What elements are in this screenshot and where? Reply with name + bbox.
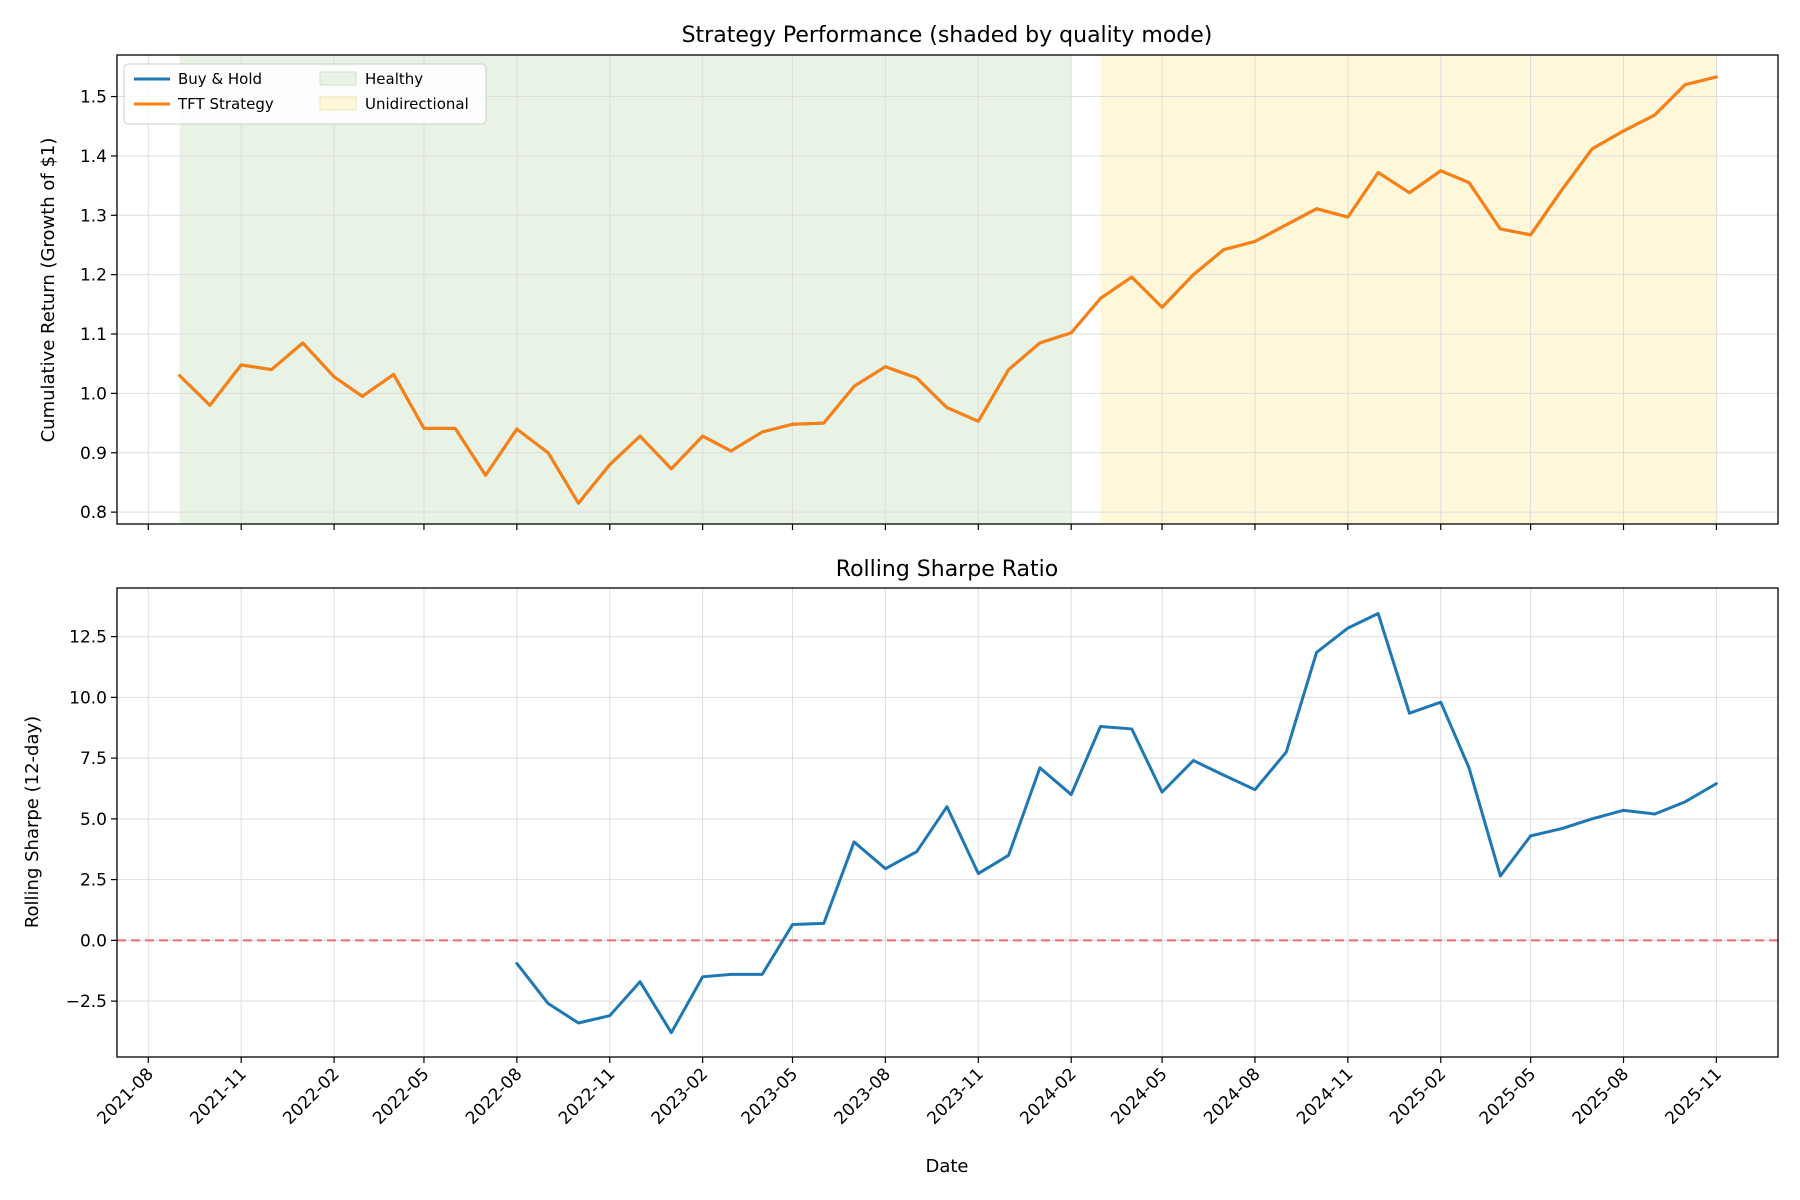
sharpe-y-tick-label: 12.5	[69, 628, 107, 648]
sharpe-lines	[515, 612, 1718, 1035]
sharpe-x-tick-label: 2024-05	[1107, 1064, 1171, 1128]
sharpe-x-tick-label: 2024-08	[1200, 1064, 1264, 1128]
sharpe-x-tick-label: 2025-11	[1662, 1064, 1726, 1128]
performance-grid	[117, 55, 1778, 524]
performance-chart: Strategy Performance (shaded by quality …	[38, 23, 1779, 530]
sharpe-x-tick-label: 2025-08	[1569, 1064, 1633, 1128]
sharpe-x-tick-label: 2025-05	[1476, 1064, 1540, 1128]
sharpe-x-tick-label: 2022-11	[555, 1064, 619, 1128]
legend-label-healthy: Healthy	[365, 70, 423, 88]
sharpe-grid	[117, 588, 1778, 1057]
sharpe-x-tick-label: 2023-11	[923, 1064, 987, 1128]
sharpe-chart-title: Rolling Sharpe Ratio	[836, 557, 1058, 582]
legend-swatch-healthy	[319, 71, 357, 86]
sharpe-y-axis-label: Rolling Sharpe (12-day)	[22, 716, 43, 928]
performance-plot-frame	[116, 54, 1779, 525]
sharpe-series-line	[515, 612, 1718, 1035]
sharpe-x-tick-label: 2023-08	[831, 1064, 895, 1128]
performance-y-ticks: 0.8 0.9 1.0 1.1 1.2 1.3 1.4 1.5	[80, 88, 117, 523]
sharpe-y-tick-label: 0.0	[80, 931, 107, 951]
performance-y-tick-label: 1.4	[80, 147, 107, 167]
sharpe-y-tick-label: 2.5	[80, 871, 107, 891]
sharpe-y-tick-label: 7.5	[80, 749, 107, 769]
legend-label-unidirectional: Unidirectional	[365, 95, 469, 113]
performance-y-tick-label: 1.5	[80, 88, 107, 108]
performance-lines	[178, 75, 1718, 505]
sharpe-x-tick-label: 2022-08	[462, 1064, 526, 1128]
performance-series-tft-strategy	[178, 75, 1718, 505]
performance-y-tick-label: 0.9	[80, 444, 107, 464]
sharpe-x-tick-label: 2023-02	[648, 1064, 712, 1128]
shade-healthy	[179, 55, 1072, 524]
performance-legend: Buy & Hold TFT Strategy Healthy Unidirec…	[123, 63, 487, 125]
performance-chart-title: Strategy Performance (shaded by quality …	[682, 23, 1213, 48]
performance-y-tick-label: 1.0	[80, 384, 107, 404]
sharpe-y-tick-label: 5.0	[80, 810, 107, 830]
quality-mode-shading	[179, 55, 1717, 524]
sharpe-y-ticks: −2.5 0.0 2.5 5.0 7.5 10.0 12.5	[66, 628, 117, 1012]
legend-label-tft-strategy: TFT Strategy	[177, 95, 274, 113]
sharpe-x-tick-label: 2022-05	[369, 1064, 433, 1128]
sharpe-chart: Rolling Sharpe Ratio −2.5 0.0 2.5 5.0 7.5 10.…	[22, 557, 1779, 1177]
sharpe-x-tick-label: 2021-08	[93, 1064, 157, 1128]
sharpe-y-tick-label: 10.0	[69, 688, 107, 708]
sharpe-x-tick-label: 2024-11	[1293, 1064, 1357, 1128]
sharpe-x-tick-label: 2023-05	[738, 1064, 802, 1128]
performance-x-ticks	[147, 524, 1718, 530]
sharpe-x-axis-label: Date	[925, 1156, 968, 1177]
sharpe-x-tick-label: 2022-02	[279, 1064, 343, 1128]
performance-y-tick-label: 0.8	[80, 503, 107, 523]
legend-frame	[123, 63, 487, 125]
sharpe-x-tick-label: 2024-02	[1016, 1064, 1080, 1128]
sharpe-x-tick-label: 2021-11	[186, 1064, 250, 1128]
sharpe-y-tick-label: −2.5	[66, 992, 107, 1012]
sharpe-x-tick-label: 2025-02	[1386, 1064, 1450, 1128]
performance-y-tick-label: 1.1	[80, 325, 107, 345]
performance-y-tick-label: 1.3	[80, 206, 107, 226]
legend-swatch-unidirectional	[319, 96, 357, 111]
sharpe-plot-frame	[116, 587, 1779, 1058]
legend-label-buy-hold: Buy & Hold	[178, 70, 262, 88]
shade-unidirectional	[1100, 55, 1717, 524]
performance-y-tick-label: 1.2	[80, 266, 107, 286]
performance-y-axis-label: Cumulative Return (Growth of $1)	[38, 138, 59, 443]
sharpe-x-ticks: 2021-08 2021-11 2022-02 2022-05 2022-08 2022-…	[93, 1057, 1726, 1129]
